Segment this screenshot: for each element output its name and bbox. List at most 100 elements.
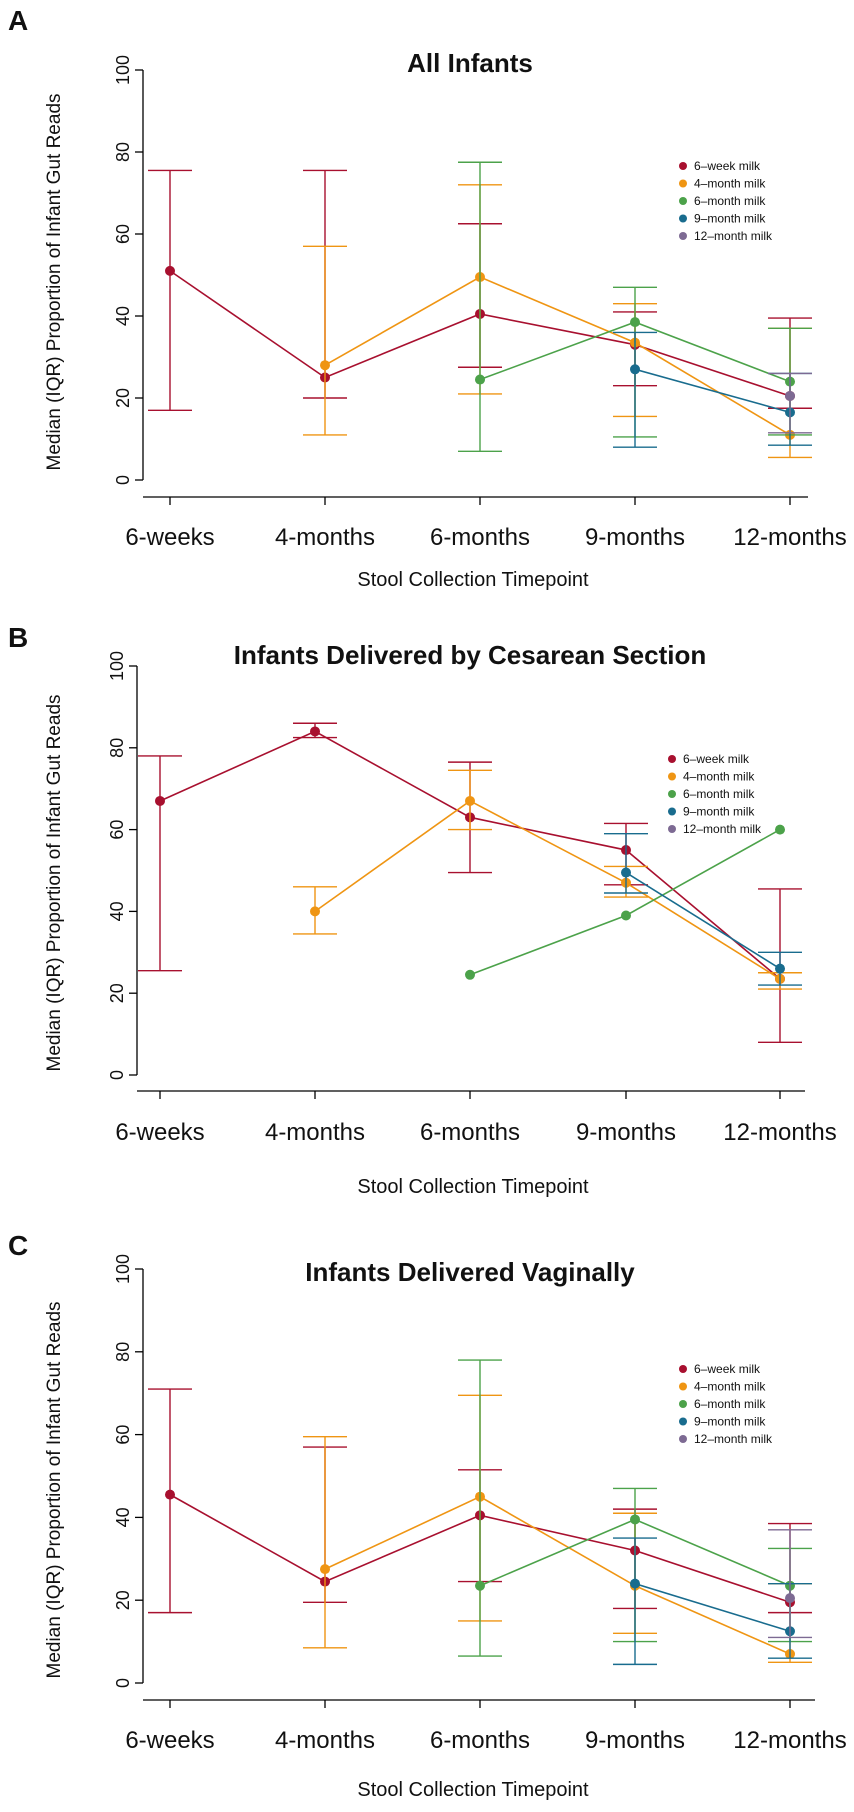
panel-c: C Infants Delivered Vaginally 0 20 40 60… [8,1230,847,1801]
data-point [621,867,631,878]
legend-marker [679,232,687,240]
chart-title: All Infants [407,48,533,78]
data-point [320,360,330,371]
plot-area [135,1268,815,1708]
data-point [630,1514,640,1525]
legend-label: 4–month milk [694,177,766,191]
x-tick-label: 9-months [585,1727,685,1754]
y-tick-label: 40 [113,1507,133,1527]
x-tick-label: 4-months [265,1119,365,1146]
legend-marker [668,825,676,833]
legend-marker [668,807,676,816]
data-point [775,824,785,835]
chart-title: Infants Delivered Vaginally [305,1257,635,1287]
x-tick-label: 9-months [576,1119,676,1146]
x-axis-label: Stool Collection Timepoint [357,1779,589,1801]
legend-label: 9–month milk [694,212,766,226]
x-tick-label: 6-months [420,1119,520,1146]
x-tick-label: 6-months [430,524,530,551]
y-tick-label: 80 [113,142,133,162]
legend-marker [679,197,687,205]
data-point [465,795,475,806]
chart-title: Infants Delivered by Cesarean Section [234,640,707,670]
y-tick-label: 100 [107,651,127,681]
x-axis-label: Stool Collection Timepoint [357,1176,589,1198]
legend-label: 12–month milk [694,1432,773,1446]
y-tick-label: 100 [113,55,133,85]
x-tick-label: 12-months [723,1119,836,1146]
x-ticks: 6-weeks 4-months 6-months 9-months 12-mo… [125,524,846,551]
y-tick-label: 60 [113,224,133,244]
legend-label: 6–week milk [694,159,761,173]
data-point [310,906,320,917]
y-tick-label: 40 [113,306,133,326]
x-tick-label: 12-months [733,1727,846,1754]
data-point [475,1580,485,1591]
legend-marker [668,755,676,763]
legend-label: 9–month milk [683,805,755,819]
legend-label: 12–month milk [683,822,762,836]
legend-label: 6–month milk [694,1397,766,1411]
legend-marker [679,1435,687,1443]
y-tick-label: 20 [113,388,133,408]
series-line [625,871,781,970]
series-6-month-milk [465,824,785,980]
y-ticks: 0 20 40 60 80 100 [113,1254,133,1688]
x-tick-label: 4-months [275,524,375,551]
data-point [165,265,175,276]
data-point [621,910,631,921]
legend-marker [679,162,687,170]
x-tick-label: 6-months [430,1727,530,1754]
data-point [630,317,640,328]
y-axis-label: Median (IQR) Proportion of Infant Gut Re… [44,694,65,1071]
data-point [630,1578,640,1589]
series-line [634,1582,791,1633]
legend-marker [679,1382,687,1391]
data-point [465,969,475,980]
panel-a: A All Infants 0 20 40 60 80 100 6-weeks … [8,5,847,591]
x-tick-label: 9-months [585,524,685,551]
y-tick-label: 0 [107,1070,127,1080]
series-9-month-milk [613,1537,812,1666]
panel-letter: B [8,622,28,653]
data-point [310,726,320,737]
x-tick-label: 6-weeks [115,1119,204,1146]
data-point [785,390,795,401]
legend-label: 6–week milk [683,752,750,766]
x-tick-label: 4-months [275,1727,375,1754]
x-tick-label: 6-weeks [125,1727,214,1754]
y-tick-label: 20 [113,1590,133,1610]
panel-letter: C [8,1230,28,1261]
y-tick-label: 0 [113,1678,133,1688]
data-point [320,1564,330,1575]
panel-letter: A [8,5,28,36]
legend: 6–week milk 4–month milk 6–month milk 9–… [668,752,762,836]
series-9-month-milk [604,832,802,986]
data-point [475,374,485,385]
y-tick-label: 60 [107,820,127,840]
y-axis-label: Median (IQR) Proportion of Infant Gut Re… [44,93,65,470]
legend-label: 4–month milk [694,1380,766,1394]
y-tick-label: 80 [107,738,127,758]
plot-area [135,69,812,505]
data-point [775,963,785,974]
x-ticks: 6-weeks 4-months 6-months 9-months 12-mo… [115,1119,836,1146]
y-tick-label: 20 [107,983,127,1003]
legend-marker [679,1365,687,1373]
y-tick-label: 100 [113,1254,133,1284]
legend-marker [679,179,687,188]
series-line [634,368,791,414]
series-4-month-milk [303,184,812,459]
legend-label: 4–month milk [683,770,755,784]
x-tick-label: 6-weeks [125,524,214,551]
data-point [630,364,640,375]
series-line [324,276,791,436]
legend: 6–week milk 4–month milk 6–month milk 9–… [679,1362,773,1446]
y-tick-label: 0 [113,475,133,485]
legend-marker [668,790,676,798]
legend: 6–week milk 4–month milk 6–month milk 9–… [679,159,773,243]
legend-marker [679,1417,687,1426]
data-point [785,1593,795,1604]
y-tick-label: 40 [107,901,127,921]
